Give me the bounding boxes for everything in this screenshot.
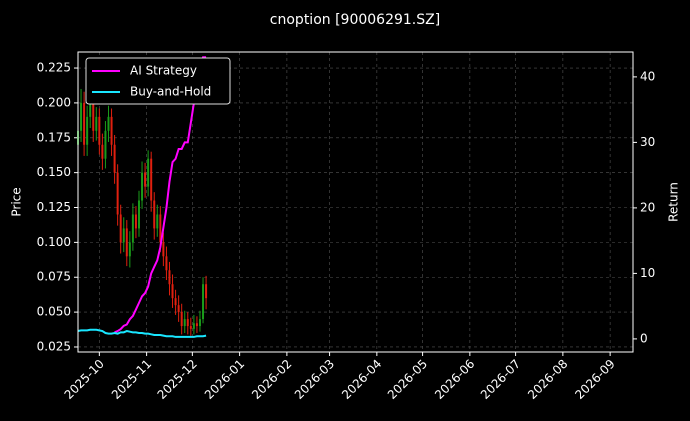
candle-body <box>177 305 180 313</box>
x-tick-label: 2026-06 <box>432 357 477 402</box>
candle-body <box>131 214 134 243</box>
x-tick-label: 2026-07 <box>478 357 523 402</box>
legend-label: AI Strategy <box>130 64 197 78</box>
candle-body <box>141 172 144 201</box>
candle-body <box>95 116 98 131</box>
candle-body <box>110 116 113 145</box>
candle-body <box>122 228 125 243</box>
x-tick-label: 2025-11 <box>109 357 154 402</box>
candle-body <box>107 116 110 131</box>
return-line <box>114 56 207 334</box>
x-tick-label: 2026-02 <box>249 357 294 402</box>
candle-body <box>186 319 189 327</box>
y-tick-label: 0.200 <box>37 95 71 109</box>
y-tick-label: 0.225 <box>37 61 71 75</box>
return-line <box>77 328 207 338</box>
candle-body <box>80 102 83 131</box>
candle-body <box>183 319 186 327</box>
x-tick-label: 2026-08 <box>525 357 570 402</box>
candle-body <box>104 130 107 159</box>
y-tick-label: 0.175 <box>37 130 71 144</box>
candle-body <box>195 323 198 327</box>
candle-body <box>159 214 162 243</box>
candle-body <box>119 214 122 243</box>
candle-body <box>144 172 147 187</box>
legend-box <box>85 57 231 105</box>
candle-body <box>86 116 89 145</box>
legend-label: Buy-and-Hold <box>130 85 211 99</box>
candle-body <box>137 200 140 229</box>
candle-body <box>150 158 153 201</box>
y2-tick-label: 0 <box>640 331 648 345</box>
y2-tick-label: 10 <box>640 266 655 280</box>
x-tick-label: 2026-05 <box>385 357 430 402</box>
y2-axis-label: Return <box>667 182 681 222</box>
candle-body <box>98 116 101 145</box>
candle-body <box>162 242 165 257</box>
x-tick-label: 2026-09 <box>572 357 617 402</box>
candle-body <box>134 214 137 229</box>
candle-body <box>168 270 171 285</box>
y-axis-label: Price <box>10 187 24 216</box>
candle-body <box>113 144 116 173</box>
x-tick-label: 2026-01 <box>202 357 247 402</box>
candle-body <box>174 298 177 306</box>
candle-body <box>83 102 86 145</box>
y-tick-label: 0.025 <box>37 339 71 353</box>
candle-body <box>92 88 95 131</box>
candle-body <box>189 326 192 329</box>
candle-body <box>116 172 119 215</box>
y-tick-label: 0.100 <box>37 235 71 249</box>
chart-title: cnoption [90006291.SZ] <box>270 12 440 28</box>
candles <box>77 77 208 336</box>
candle-body <box>192 323 195 329</box>
y-tick-label: 0.150 <box>37 165 71 179</box>
candle-body <box>101 144 104 159</box>
y-tick-label: 0.075 <box>37 270 71 284</box>
candle-body <box>165 256 168 271</box>
candle-body <box>125 228 128 257</box>
candle-body <box>153 200 156 229</box>
candle-body <box>156 214 159 229</box>
candle-body <box>171 284 174 299</box>
candle-body <box>128 242 131 257</box>
y2-tick-label: 40 <box>640 69 655 83</box>
y2-tick-label: 30 <box>640 135 655 149</box>
x-tick-label: 2026-04 <box>339 357 384 402</box>
candle-body <box>205 284 208 299</box>
plot-frame <box>77 51 634 353</box>
candle-body <box>147 158 150 187</box>
x-tick-label: 2025-12 <box>155 357 200 402</box>
y-tick-label: 0.125 <box>37 200 71 214</box>
x-tick-label: 2025-10 <box>62 357 107 402</box>
y-tick-label: 0.050 <box>37 305 71 319</box>
candle-body <box>202 284 205 320</box>
candle-body <box>180 312 183 327</box>
x-tick-label: 2026-03 <box>292 357 337 402</box>
candle-body <box>198 319 201 327</box>
y2-tick-label: 20 <box>640 200 655 214</box>
